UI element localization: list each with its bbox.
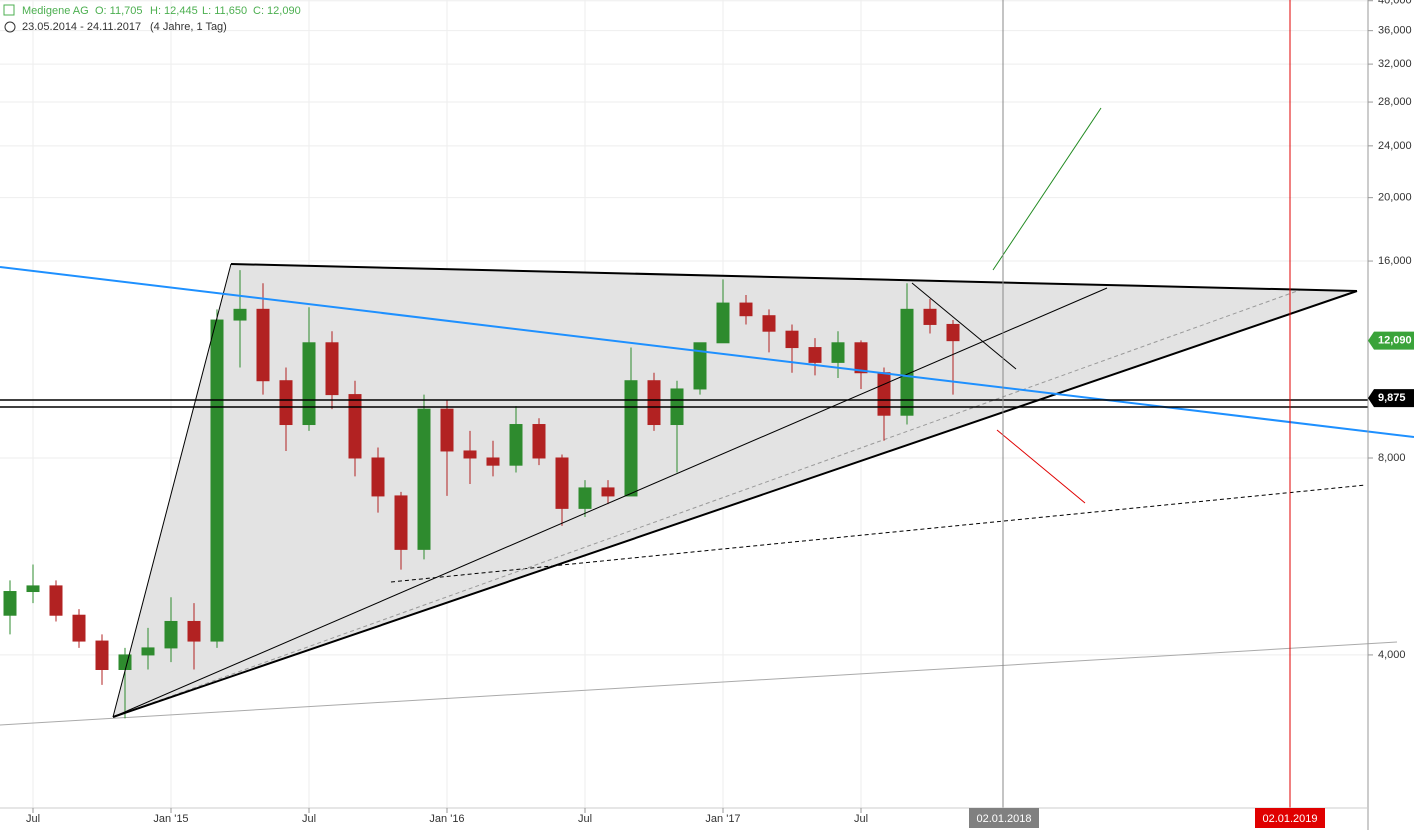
price-tag-label: 9,875	[1378, 392, 1406, 404]
candle-body	[440, 408, 454, 452]
candle-body	[739, 302, 753, 317]
price-tag	[1368, 389, 1414, 408]
trend-line	[112, 263, 232, 718]
y-tick-label: 24,000	[1378, 140, 1412, 152]
date-tag	[1255, 808, 1325, 828]
date-tag-label: 02.01.2019	[1262, 813, 1317, 825]
candle-body	[854, 342, 868, 374]
y-tick-label: 8,000	[1378, 452, 1406, 464]
candle-body	[555, 457, 569, 509]
trend-line	[112, 287, 1108, 718]
candle-body	[831, 342, 845, 363]
trend-line	[230, 263, 1358, 292]
candle-body	[946, 323, 960, 342]
candle-body	[716, 302, 730, 344]
candle-body	[923, 308, 937, 325]
candle-body	[647, 380, 661, 426]
y-tick-label: 16,000	[1378, 255, 1412, 267]
triangle-fill	[113, 264, 1357, 717]
y-tick-label: 40,000	[1378, 0, 1412, 7]
clock-icon	[4, 21, 16, 33]
candle-body	[256, 308, 270, 382]
candle-body	[693, 342, 707, 390]
candle-body	[877, 372, 891, 416]
candle-body	[417, 408, 431, 550]
candle-body	[808, 347, 822, 363]
blue-trend-line	[0, 266, 1414, 438]
candle-body	[3, 591, 17, 616]
candle-body	[164, 620, 178, 649]
y-tick-label: 36,000	[1378, 25, 1412, 37]
quote: L: 11,650	[202, 5, 247, 17]
candle-body	[486, 457, 500, 466]
date-range: 23.05.2014 - 24.11.2017	[22, 21, 141, 33]
x-tick-label: Jul	[578, 813, 592, 825]
quote: H: 12,445	[150, 5, 198, 17]
date-tag	[969, 808, 1039, 828]
x-tick-label: Jul	[26, 813, 40, 825]
candle-body	[601, 487, 615, 497]
candle-body	[279, 380, 293, 426]
candle-body	[325, 342, 339, 396]
candle-body	[463, 450, 477, 459]
y-tick-label: 20,000	[1378, 192, 1412, 204]
x-tick-label: Jan '15	[153, 813, 188, 825]
candle-body	[233, 308, 247, 321]
candle-body	[624, 380, 638, 497]
candle-body	[118, 654, 132, 671]
chart-title: Medigene AG	[22, 5, 89, 17]
x-tick-label: Jul	[302, 813, 316, 825]
up-arrow-line	[992, 107, 1102, 271]
candle-body	[371, 457, 385, 497]
date-tag-label: 02.01.2018	[976, 813, 1031, 825]
y-tick-label: 4,000	[1378, 649, 1406, 661]
price-tag-label: 12,090	[1378, 335, 1412, 347]
y-tick-label: 32,000	[1378, 58, 1412, 70]
quote: C: 12,090	[253, 5, 301, 17]
candle-body	[785, 330, 799, 349]
candle-body	[900, 308, 914, 416]
candle-body	[532, 424, 546, 459]
support-line	[0, 641, 1398, 726]
candle-body	[348, 394, 362, 459]
x-tick-label: Jul	[854, 813, 868, 825]
x-tick-label: Jan '17	[705, 813, 740, 825]
candle-body	[210, 319, 224, 642]
candle-body	[95, 640, 109, 671]
quote: O: 11,705	[95, 5, 143, 17]
price-tag	[1368, 331, 1414, 350]
candle-body	[394, 495, 408, 550]
trend-line	[911, 282, 1017, 370]
trend-line	[112, 290, 1358, 718]
candle-body	[141, 647, 155, 656]
candle-body	[187, 620, 201, 642]
chart-icon	[3, 4, 15, 16]
candle-body	[26, 585, 40, 593]
dashed-line	[112, 289, 1301, 718]
candles	[3, 270, 960, 719]
candle-body	[762, 315, 776, 332]
candle-body	[578, 487, 592, 509]
down-arrow-line	[996, 429, 1086, 504]
candle-body	[49, 585, 63, 616]
candle-body	[72, 614, 86, 642]
x-tick-label: Jan '16	[429, 813, 464, 825]
candle-body	[302, 342, 316, 426]
candle-body	[509, 424, 523, 466]
y-tick-label: 28,000	[1378, 96, 1412, 108]
period: (4 Jahre, 1 Tag)	[150, 21, 227, 33]
